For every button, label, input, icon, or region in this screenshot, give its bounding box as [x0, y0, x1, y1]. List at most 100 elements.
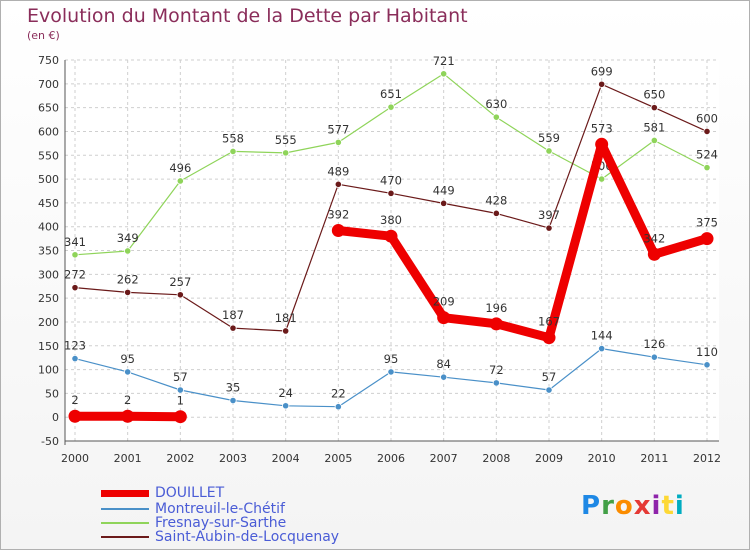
data-point — [650, 104, 658, 112]
data-point — [492, 209, 500, 217]
data-point — [387, 189, 395, 197]
data-label: 577 — [327, 122, 349, 136]
data-point — [545, 224, 553, 232]
data-point — [71, 284, 79, 292]
data-point — [71, 355, 79, 363]
data-label: 651 — [380, 87, 402, 101]
data-label: 2 — [124, 393, 131, 407]
data-label: 24 — [278, 386, 293, 400]
data-label: 123 — [64, 339, 86, 353]
data-label: 380 — [380, 213, 402, 227]
legend-item-douillet[interactable]: DOUILLET — [101, 485, 224, 501]
data-point — [282, 327, 290, 335]
data-point — [703, 127, 711, 136]
data-point — [545, 147, 553, 155]
data-point — [176, 386, 184, 394]
data-label: 375 — [696, 216, 718, 230]
x-tick-label: 2008 — [482, 452, 510, 465]
logo-letter: r — [601, 491, 615, 521]
data-point — [647, 247, 661, 261]
data-point — [71, 251, 79, 259]
y-tick-label: 250 — [38, 292, 59, 305]
proxiti-logo: Proxiti — [581, 491, 685, 521]
legend-item-montreuil[interactable]: Montreuil-le-Chétif — [101, 501, 285, 517]
data-label: 187 — [222, 308, 244, 322]
data-point — [598, 175, 606, 183]
data-label: 272 — [64, 268, 86, 282]
data-point — [334, 138, 342, 146]
data-point — [282, 149, 290, 157]
data-label: 630 — [485, 97, 507, 111]
data-point — [387, 368, 395, 376]
x-tick-label: 2012 — [693, 452, 721, 465]
data-point — [384, 229, 398, 243]
data-point — [492, 113, 500, 121]
data-label: 57 — [542, 370, 557, 384]
y-tick-label: 500 — [38, 173, 59, 186]
y-tick-label: 650 — [38, 102, 59, 115]
data-point — [173, 410, 187, 424]
data-label: 721 — [433, 54, 455, 68]
x-tick-label: 2006 — [377, 452, 405, 465]
data-label: 262 — [117, 272, 139, 286]
legend-label-douillet: DOUILLET — [155, 485, 225, 501]
data-point — [176, 177, 184, 185]
data-point — [700, 232, 714, 246]
data-label: 581 — [643, 120, 665, 134]
data-point — [121, 409, 135, 423]
x-tick-label: 2005 — [324, 452, 352, 465]
data-point — [489, 317, 503, 331]
data-label: 95 — [120, 352, 135, 366]
data-point — [440, 373, 448, 381]
data-point — [595, 137, 609, 151]
data-label: 555 — [275, 133, 297, 147]
y-tick-label: 400 — [38, 221, 59, 234]
logo-letter: i — [651, 491, 662, 521]
data-point — [703, 361, 711, 369]
data-label: 167 — [538, 315, 560, 329]
data-label: 84 — [436, 357, 451, 371]
data-label: 209 — [433, 295, 455, 309]
legend-item-fresnay[interactable]: Fresnay-sur-Sarthe — [101, 515, 286, 531]
legend-label-fresnay: Fresnay-sur-Sarthe — [155, 515, 287, 531]
data-point — [650, 136, 658, 145]
legend-label-montreuil: Montreuil-le-Chétif — [155, 501, 285, 517]
x-tick-label: 2002 — [166, 452, 194, 465]
x-tick-label: 2000 — [61, 452, 89, 465]
data-label: 449 — [433, 183, 455, 197]
data-label: 126 — [643, 337, 665, 351]
data-label: 524 — [696, 148, 718, 162]
x-tick-label: 2003 — [219, 452, 247, 465]
legend-swatch-douillet — [101, 489, 149, 497]
data-label: 392 — [327, 207, 349, 221]
data-label: 144 — [591, 329, 613, 343]
data-label: 699 — [591, 64, 613, 78]
chart-subtitle: (en €) — [27, 29, 60, 42]
legend-swatch-montreuil — [101, 508, 149, 510]
data-point — [437, 311, 451, 325]
legend-swatch-fresnay — [101, 522, 149, 524]
data-point — [124, 247, 132, 255]
data-label: 559 — [538, 131, 560, 145]
data-point — [598, 345, 606, 353]
y-tick-label: 150 — [38, 340, 59, 353]
data-label: 397 — [538, 208, 560, 222]
data-label: 341 — [64, 235, 86, 249]
data-point — [176, 291, 184, 299]
data-point — [440, 199, 448, 207]
y-tick-label: 350 — [38, 245, 59, 258]
data-label: 600 — [696, 111, 718, 125]
data-point — [282, 402, 290, 410]
y-tick-label: 0 — [52, 411, 59, 424]
data-label: 558 — [222, 131, 244, 145]
x-tick-label: 2004 — [272, 452, 300, 465]
data-label: 1 — [177, 394, 184, 408]
data-point — [124, 368, 132, 376]
data-label: 573 — [591, 121, 613, 135]
data-point — [334, 403, 342, 411]
data-label: 196 — [485, 301, 507, 315]
data-point — [598, 80, 606, 88]
legend-item-saint-aubin[interactable]: Saint-Aubin-de-Locquenay — [101, 529, 339, 545]
data-label: 489 — [327, 164, 349, 178]
